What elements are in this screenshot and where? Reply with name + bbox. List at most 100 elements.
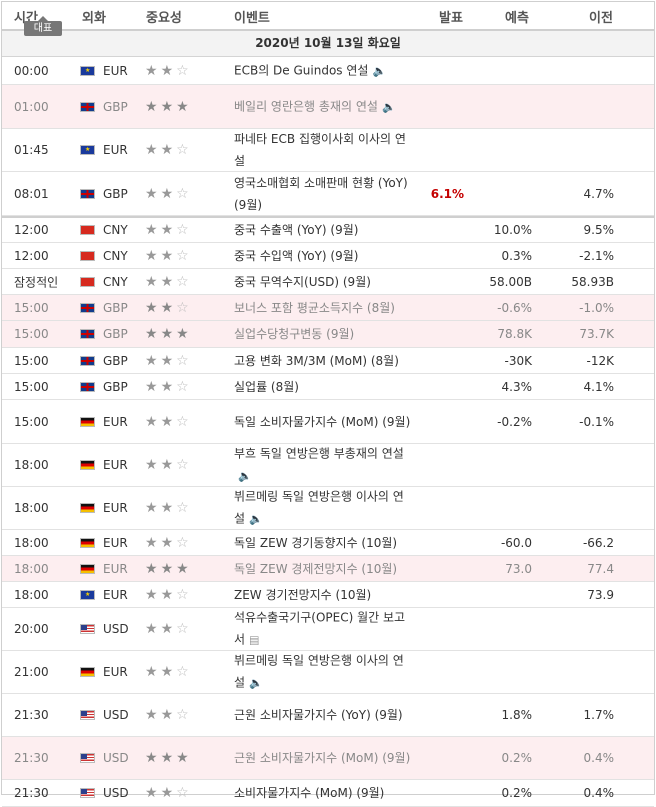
event-row[interactable]: 12:00 CNY ★★☆ 중국 수입액 (YoY) (9월) 0.3% -2.1% xyxy=(2,243,654,269)
star-icon: ★ xyxy=(160,326,177,342)
event-row[interactable]: 01:45EUR★★☆파네타 ECB 집행이사회 이사의 연설 xyxy=(2,129,654,172)
event-name[interactable]: 소비자물가지수 (MoM) (9월) xyxy=(234,782,414,804)
event-row[interactable]: 01:00 GBP ★★★ 베일리 영란은행 총재의 연설 🔈 xyxy=(2,85,654,129)
event-name-text[interactable]: 실업률 (8월) xyxy=(234,379,299,394)
event-name-text[interactable]: 고용 변화 3M/3M (MoM) (8월) xyxy=(234,353,399,368)
de-flag-icon xyxy=(80,537,95,548)
event-name-text[interactable]: 중국 무역수지(USD) (9월) xyxy=(234,274,371,289)
event-row[interactable]: 12:00 CNY ★★☆ 중국 수출액 (YoY) (9월) 10.0% 9.5% xyxy=(2,216,654,243)
event-time: 21:30 xyxy=(14,786,49,800)
star-icon: ★ xyxy=(145,785,161,801)
event-name-text[interactable]: 중국 수입액 (YoY) (9월) xyxy=(234,248,359,263)
currency-code: GBP xyxy=(103,300,128,315)
previous-value: 4.7% xyxy=(583,186,615,201)
importance-stars: ★★☆ xyxy=(145,63,192,79)
event-row[interactable]: 18:00 EUR ★★★ 독일 ZEW 경제전망지수 (10월) 73.0 77.4 xyxy=(2,556,654,582)
event-name[interactable]: ECB의 De Guindos 연설 🔈 xyxy=(234,59,414,82)
event-name-text[interactable]: 석유수출국기구(OPEC) 월간 보고서 xyxy=(234,610,406,647)
event-name[interactable]: 석유수출국기구(OPEC) 월간 보고서 ▤ xyxy=(234,607,414,652)
star-icon: ★ xyxy=(145,560,161,577)
event-name[interactable]: 독일 소비자물가지수 (MoM) (9월) xyxy=(234,411,414,433)
event-time: 18:00 xyxy=(14,561,49,576)
event-time: 15:00 xyxy=(14,300,49,315)
event-row[interactable]: 15:00 GBP ★★☆ 보너스 포함 평균소득지수 (8월) -0.6% -1.0% xyxy=(2,295,654,321)
event-name-text[interactable]: 독일 소비자물가지수 (MoM) (9월) xyxy=(234,414,411,429)
currency-code: GBP xyxy=(103,327,128,341)
currency-code: GBP xyxy=(103,186,128,201)
event-name[interactable]: ZEW 경기전망지수 (10월) xyxy=(234,584,414,606)
event-name[interactable]: 뷔르메링 독일 연방은행 이사의 연설 🔈 xyxy=(234,486,414,531)
event-name[interactable]: 실업수당청구변동 (9월) xyxy=(234,323,414,345)
event-name[interactable]: 영국소매협회 소매판매 현황 (YoY) (9월) xyxy=(234,172,414,216)
event-row[interactable]: 18:00 EUR ★★☆ 뷔르메링 독일 연방은행 이사의 연설 🔈 xyxy=(2,487,654,530)
event-name[interactable]: 뷔르메링 독일 연방은행 이사의 연설 🔈 xyxy=(234,650,414,695)
event-row[interactable]: 15:00 EUR ★★☆ 독일 소비자물가지수 (MoM) (9월) -0.2% -0.… xyxy=(2,400,654,444)
event-row[interactable]: 21:30 USD ★★★ 근원 소비자물가지수 (MoM) (9월) 0.2% 0.4% xyxy=(2,737,654,780)
currency-code: EUR xyxy=(103,561,128,576)
event-name[interactable]: 베일리 영란은행 총재의 연설 🔈 xyxy=(234,95,414,118)
currency-code: EUR xyxy=(103,501,128,515)
event-name[interactable]: 중국 수입액 (YoY) (9월) xyxy=(234,245,414,267)
event-name-text[interactable]: 보너스 포함 평균소득지수 (8월) xyxy=(234,300,395,315)
event-name[interactable]: 중국 수출액 (YoY) (9월) xyxy=(234,219,414,241)
event-name[interactable]: 중국 무역수지(USD) (9월) xyxy=(234,271,414,293)
event-name-text[interactable]: 독일 ZEW 경기동향지수 (10월) xyxy=(234,535,398,550)
event-name-text[interactable]: 뷔르메링 독일 연방은행 이사의 연설 xyxy=(234,489,404,526)
event-name-text[interactable]: ECB의 De Guindos 연설 xyxy=(234,63,369,77)
star-icon: ★ xyxy=(160,621,177,637)
event-row[interactable]: 15:00 GBP ★★★ 실업수당청구변동 (9월) 78.8K 73.7K xyxy=(2,321,654,348)
star-icon: ☆ xyxy=(176,247,192,264)
event-name-text[interactable]: 근원 소비자물가지수 (YoY) (9월) xyxy=(234,708,403,722)
event-row[interactable]: 15:00 GBP ★★☆ 고용 변화 3M/3M (MoM) (8월) -30K -12… xyxy=(2,348,654,374)
event-name-text[interactable]: 뷔르메링 독일 연방은행 이사의 연설 xyxy=(234,653,404,690)
event-name-text[interactable]: 소비자물가지수 (MoM) (9월) xyxy=(234,786,385,800)
event-name[interactable]: 고용 변화 3M/3M (MoM) (8월) xyxy=(234,350,414,372)
event-row[interactable]: 18:00 EUR ★★☆ 부흐 독일 연방은행 부총재의 연설🔈 xyxy=(2,444,654,487)
header-importance: 중요성 xyxy=(146,11,182,26)
event-name-text[interactable]: 부흐 독일 연방은행 부총재의 연설 xyxy=(234,446,404,461)
event-name-text[interactable]: 중국 수출액 (YoY) (9월) xyxy=(234,223,359,237)
event-name[interactable]: 부흐 독일 연방은행 부총재의 연설 🔈 xyxy=(234,443,414,488)
event-row[interactable]: 잠정적인 CNY ★★☆ 중국 무역수지(USD) (9월) 58.00B 58.93B xyxy=(2,269,654,295)
importance-stars: ★★★ xyxy=(145,750,192,766)
event-name[interactable]: 보너스 포함 평균소득지수 (8월) xyxy=(234,297,414,319)
forecast-value: 1.8% xyxy=(501,708,533,722)
event-name-text[interactable]: 근원 소비자물가지수 (MoM) (9월) xyxy=(234,751,411,765)
currency-code: EUR xyxy=(103,587,128,602)
star-icon: ☆ xyxy=(176,457,192,473)
event-row[interactable]: 21:30 USD ★★☆ 근원 소비자물가지수 (YoY) (9월) 1.8% 1.7% xyxy=(2,694,654,737)
star-icon: ★ xyxy=(176,560,192,577)
eu-flag-icon xyxy=(80,65,95,76)
event-name-text[interactable]: 영국소매협회 소매판매 현황 (YoY) (9월) xyxy=(234,175,408,212)
event-row[interactable]: 20:00 USD ★★☆ 석유수출국기구(OPEC) 월간 보고서 ▤ xyxy=(2,608,654,651)
event-name[interactable]: 근원 소비자물가지수 (MoM) (9월) xyxy=(234,747,414,769)
currency-code: EUR xyxy=(103,665,128,679)
star-icon: ☆ xyxy=(176,299,192,316)
event-name-text[interactable]: 베일리 영란은행 총재의 연설 xyxy=(234,99,378,113)
event-name[interactable]: 실업률 (8월) xyxy=(234,376,414,398)
star-icon: ★ xyxy=(160,750,177,766)
event-name[interactable]: 파네타 ECB 집행이사회 이사의 연설 xyxy=(234,128,414,172)
forecast-value: 73.0 xyxy=(505,561,532,576)
event-name[interactable]: 독일 ZEW 경제전망지수 (10월) xyxy=(234,558,414,580)
speaker-icon: 🔈 xyxy=(381,100,396,113)
star-icon: ★ xyxy=(145,222,161,238)
header-currency: 외화 xyxy=(82,11,106,26)
event-row[interactable]: 21:00 EUR ★★☆ 뷔르메링 독일 연방은행 이사의 연설 🔈 xyxy=(2,651,654,694)
event-name-text[interactable]: 독일 ZEW 경제전망지수 (10월) xyxy=(234,561,398,576)
event-row[interactable]: 08:01 GBP ★★☆ 영국소매협회 소매판매 현황 (YoY) (9월) 6.1%… xyxy=(2,172,654,216)
event-name-text[interactable]: ZEW 경기전망지수 (10월) xyxy=(234,587,372,602)
event-name[interactable]: 근원 소비자물가지수 (YoY) (9월) xyxy=(234,704,414,726)
star-icon: ☆ xyxy=(176,785,192,801)
event-row[interactable]: 21:30 USD ★★☆ 소비자물가지수 (MoM) (9월) 0.2% 0.4% xyxy=(2,780,654,807)
importance-stars: ★★☆ xyxy=(145,274,192,290)
event-name-text[interactable]: 파네타 ECB 집행이사회 이사의 연설 xyxy=(234,132,406,168)
event-row[interactable]: 18:00 EUR ★★☆ 독일 ZEW 경기동향지수 (10월) -60.0 -66.2 xyxy=(2,530,654,556)
event-name[interactable]: 독일 ZEW 경기동향지수 (10월) xyxy=(234,532,414,554)
event-name-text[interactable]: 실업수당청구변동 (9월) xyxy=(234,327,355,341)
event-row[interactable]: 15:00 GBP ★★☆ 실업률 (8월) 4.3% 4.1% xyxy=(2,374,654,400)
star-icon: ★ xyxy=(160,413,177,430)
star-icon: ★ xyxy=(160,185,177,202)
